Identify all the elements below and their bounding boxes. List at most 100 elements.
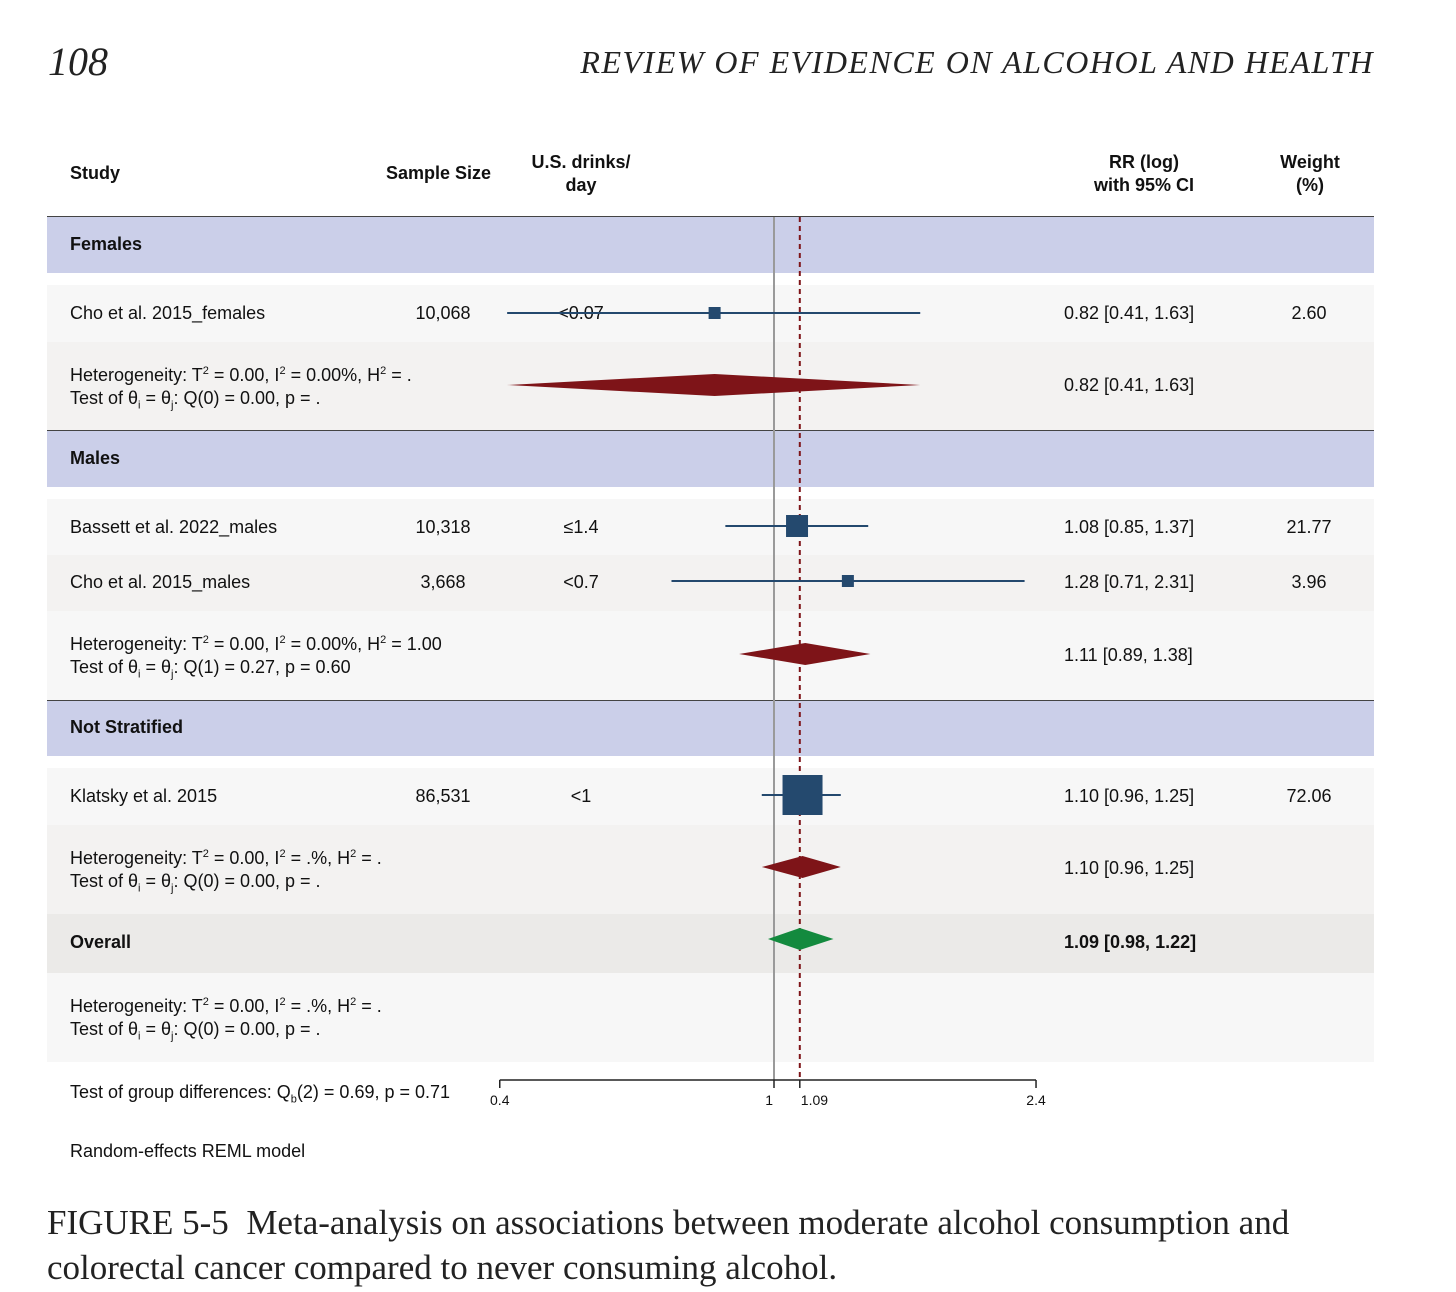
study-name-cho-males: Cho et al. 2015_males (70, 572, 251, 592)
study-marker-bassett_m (786, 515, 809, 537)
study-n-cho-males: 3,668 (420, 572, 466, 592)
het-sub: i (138, 668, 141, 681)
het-sub: j (171, 399, 174, 412)
study-name-bassett: Bassett et al. 2022_males (70, 517, 278, 537)
group-label-not-stratified: Not Stratified (70, 717, 184, 737)
het-males: Heterogeneity: T2 = 0.00, I2 = 0.00%, H2… (70, 633, 442, 681)
header-weight-line2: (%) (1296, 175, 1324, 195)
study-ci-cho-males: 1.28 [0.71, 2.31] (1064, 572, 1195, 592)
study-weight-cho-females: 2.60 (1291, 303, 1327, 323)
het-sub: j (171, 1030, 174, 1043)
group-differences-test: Test of group differences: Qb(2) = 0.69,… (70, 1081, 451, 1106)
group-band-females (47, 217, 1374, 273)
het-text: = 0.00, I (208, 634, 280, 654)
group-band-not-stratified (47, 701, 1374, 756)
het-text: = . (386, 365, 412, 385)
header-rr-line1: RR (log) (1109, 152, 1179, 172)
header-sample-size: Sample Size (386, 163, 492, 183)
het-text: Heterogeneity: T (70, 365, 203, 385)
group-diff-sub: b (290, 1093, 297, 1106)
het-sup: 2 (279, 848, 286, 860)
het-text: : Q(0) = 0.00, p = . (173, 871, 321, 891)
row-band-bassett (47, 499, 1374, 555)
study-ci-cho-females: 0.82 [0.41, 1.63] (1064, 303, 1195, 323)
summary-ci-females: 0.82 [0.41, 1.63] (1064, 375, 1195, 395)
header-rr-line2: with 95% CI (1093, 175, 1195, 195)
het-sup: 2 (279, 365, 286, 377)
het-sub: i (138, 399, 141, 412)
header-study: Study (70, 163, 121, 183)
row-band-het-males (47, 611, 1374, 700)
het-females-line1: Heterogeneity: T2 = 0.00, I2 = 0.00%, H2… (70, 364, 412, 387)
het-text: = 0.00, I (208, 365, 280, 385)
study-name-klatsky: Klatsky et al. 2015 (70, 786, 218, 806)
header-drinks-line2: day (565, 175, 597, 195)
het-females: Heterogeneity: T2 = 0.00, I2 = 0.00%, H2… (70, 364, 412, 412)
het-text: = θ (140, 1019, 172, 1039)
model-note: Random-effects REML model (70, 1141, 306, 1161)
x-tick-label-0: 0.4 (490, 1092, 510, 1108)
overall-diamond (767, 928, 834, 950)
het-text: = .%, H (285, 996, 351, 1016)
study-weight-bassett: 21.77 (1286, 517, 1332, 537)
het-text: : Q(0) = 0.00, p = . (173, 388, 321, 408)
study-n-cho-females: 10,068 (415, 303, 471, 323)
het-sup: 2 (202, 634, 209, 646)
het-sup: 2 (380, 365, 387, 377)
study-weight-klatsky: 72.06 (1286, 786, 1332, 806)
row-band-het-not-stratified (47, 825, 1374, 914)
study-drinks-cho-males: <0.7 (563, 572, 599, 592)
het-not-stratified-line1: Heterogeneity: T2 = 0.00, I2 = .%, H2 = … (70, 847, 382, 870)
figure-caption: FIGURE 5-5 Meta-analysis on associations… (47, 1200, 1387, 1290)
overall-label: Overall (70, 932, 132, 952)
het-text: = 0.00%, H (285, 365, 381, 385)
het-sup: 2 (380, 634, 387, 646)
x-tick-label-1: 1 (765, 1092, 773, 1108)
het-text: : Q(0) = 0.00, p = . (173, 1019, 321, 1039)
study-marker-cho_f (708, 307, 721, 319)
study-ci-bassett: 1.08 [0.85, 1.37] (1064, 517, 1195, 537)
het-sup: 2 (350, 996, 357, 1008)
het-text: Test of θ (70, 1019, 139, 1039)
het-overall: Heterogeneity: T2 = 0.00, I2 = .%, H2 = … (70, 995, 382, 1043)
het-males-line2: Test of θi = θj: Q(1) = 0.27, p = 0.60 (70, 656, 442, 681)
het-sup: 2 (202, 848, 209, 860)
het-sup: 2 (202, 996, 209, 1008)
subgroup-diamond-males (739, 643, 871, 665)
study-n-bassett: 10,318 (415, 517, 471, 537)
het-text: Heterogeneity: T (70, 848, 203, 868)
header-drinks-line1: U.S. drinks/ (531, 152, 631, 172)
het-males-line1: Heterogeneity: T2 = 0.00, I2 = 0.00%, H2… (70, 633, 442, 656)
het-overall-line2: Test of θi = θj: Q(0) = 0.00, p = . (70, 1018, 382, 1043)
het-not-stratified: Heterogeneity: T2 = 0.00, I2 = .%, H2 = … (70, 847, 382, 895)
het-sub: j (171, 882, 174, 895)
header-weight-line1: Weight (1280, 152, 1340, 172)
row-band-klatsky (47, 768, 1374, 825)
figure-caption-text: Meta-analysis on associations between mo… (47, 1203, 1290, 1287)
het-overall-line1: Heterogeneity: T2 = 0.00, I2 = .%, H2 = … (70, 995, 382, 1018)
group-rule-males (47, 430, 1374, 431)
page-number: 108 (48, 39, 108, 84)
x-tick-label-3: 2.4 (1026, 1092, 1046, 1108)
het-text: = 0.00, I (208, 848, 280, 868)
het-text: = θ (140, 388, 172, 408)
het-text: = θ (140, 871, 172, 891)
group-band-males (47, 431, 1374, 487)
study-marker-klatsky (782, 775, 823, 815)
row-band-overall (47, 914, 1374, 973)
group-label-males: Males (70, 448, 121, 468)
running-head: REVIEW OF EVIDENCE ON ALCOHOL AND HEALTH (580, 44, 1374, 80)
het-sup: 2 (279, 634, 286, 646)
group-diff-text: (2) = 0.69, p = 0.71 (296, 1082, 451, 1102)
study-marker-cho_m (841, 575, 854, 587)
het-text: : Q(1) = 0.27, p = 0.60 (173, 657, 351, 677)
het-sup: 2 (350, 848, 357, 860)
het-not-stratified-line2: Test of θi = θj: Q(0) = 0.00, p = . (70, 870, 382, 895)
summary-ci-not-stratified: 1.10 [0.96, 1.25] (1064, 858, 1195, 878)
row-band-cho-males (47, 555, 1374, 611)
subgroup-diamond-not_stratified (761, 856, 841, 878)
group-diff-text: Test of group differences: Q (70, 1082, 291, 1102)
study-name-cho-females: Cho et al. 2015_females (70, 303, 266, 323)
het-text: Heterogeneity: T (70, 634, 203, 654)
